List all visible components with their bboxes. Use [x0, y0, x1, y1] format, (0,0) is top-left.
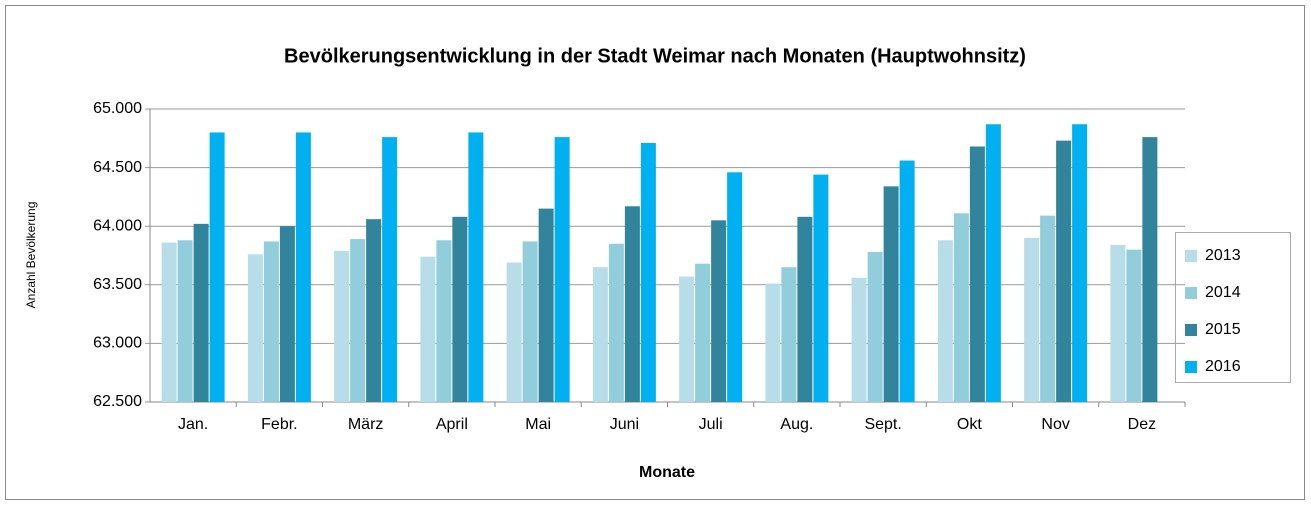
x-tick-label: Mai: [525, 416, 551, 433]
bar: [554, 137, 570, 403]
legend-swatch: [1185, 287, 1197, 299]
bar: [727, 172, 743, 402]
legend-label: 2016: [1205, 358, 1241, 375]
bar: [506, 262, 522, 402]
bar: [711, 220, 727, 402]
legend-swatch: [1185, 324, 1197, 336]
bar: [366, 219, 382, 402]
bar: [538, 208, 554, 402]
bar: [1040, 215, 1056, 402]
bar: [279, 226, 295, 402]
bar: [813, 174, 829, 402]
x-tick-label: März: [348, 416, 384, 433]
bar: [867, 251, 883, 402]
bar: [1110, 244, 1126, 402]
bar: [452, 216, 468, 402]
bar: [953, 213, 969, 402]
bar: [1056, 140, 1072, 403]
bar: [1126, 249, 1142, 402]
bar: [468, 132, 484, 402]
x-tick-label: Juli: [699, 416, 723, 433]
bar: [420, 256, 436, 402]
x-tick-label: Okt: [957, 416, 982, 433]
y-tick-label: 63.000: [93, 335, 142, 352]
y-tick-label: 63.500: [93, 276, 142, 293]
bar: [765, 283, 781, 402]
bar: [851, 277, 867, 402]
y-axis-title: Anzahl Bevölkerung: [24, 202, 38, 309]
bar: [883, 186, 899, 402]
bar: [624, 206, 640, 402]
x-tick-label: April: [436, 416, 468, 433]
x-tick-label: Jan.: [178, 416, 208, 433]
legend-label: 2013: [1205, 247, 1241, 264]
bar: [1072, 124, 1088, 403]
bar: [193, 223, 209, 402]
x-axis-title: Monate: [639, 464, 695, 481]
bar: [969, 146, 985, 402]
bar: [592, 267, 608, 402]
bar: [522, 241, 538, 402]
legend-swatch: [1185, 361, 1197, 373]
bar: [209, 132, 225, 402]
legend-label: 2015: [1205, 321, 1241, 338]
bar: [436, 240, 452, 402]
legend-label: 2014: [1205, 284, 1241, 301]
bar: [334, 250, 350, 402]
bar: [985, 124, 1001, 403]
x-tick-label: Nov: [1041, 416, 1069, 433]
x-tick-label: Juni: [610, 416, 639, 433]
y-tick-label: 62.500: [93, 393, 142, 410]
chart-title: Bevölkerungsentwicklung in der Stadt Wei…: [284, 45, 1026, 67]
bar: [781, 267, 797, 402]
bar: [177, 240, 193, 402]
bar: [899, 160, 915, 402]
legend-swatch: [1185, 250, 1197, 262]
bar: [937, 240, 953, 402]
x-tick-label: Febr.: [261, 416, 297, 433]
bar: [161, 242, 177, 402]
x-tick-label: Aug.: [780, 416, 813, 433]
bar: [679, 276, 695, 402]
bar: [295, 132, 311, 402]
x-tick-label: Dez: [1128, 416, 1156, 433]
bar: [382, 137, 398, 403]
bar: [608, 243, 624, 402]
bar: [350, 239, 366, 402]
y-tick-label: 65.000: [93, 100, 142, 117]
y-tick-label: 64.500: [93, 159, 142, 176]
bar: [247, 254, 263, 402]
bar: [1142, 137, 1158, 403]
bar: [640, 142, 656, 402]
bar: [263, 241, 279, 402]
y-tick-label: 64.000: [93, 217, 142, 234]
x-tick-label: Sept.: [864, 416, 901, 433]
bar: [695, 263, 711, 402]
bar: [797, 216, 813, 402]
bar: [1024, 237, 1040, 402]
